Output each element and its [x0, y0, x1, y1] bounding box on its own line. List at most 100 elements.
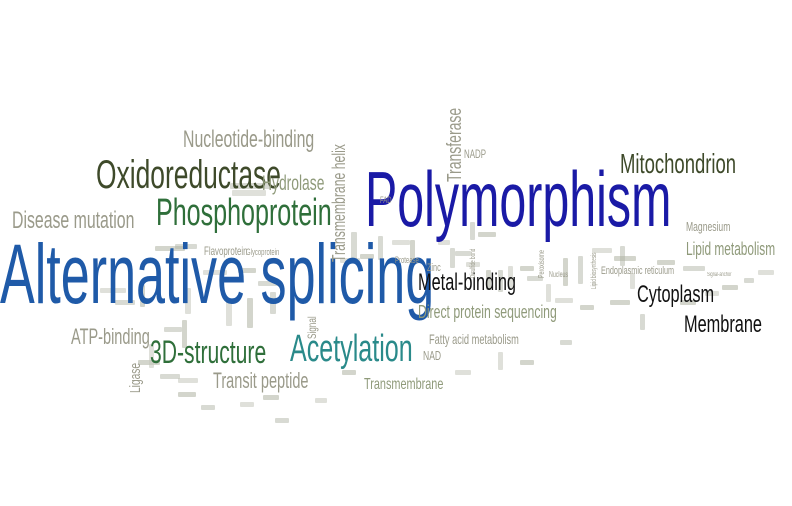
filler-speck: [455, 370, 471, 375]
filler-speck: [230, 183, 270, 189]
filler-speck: [149, 344, 154, 368]
filler-speck: [185, 288, 191, 314]
word-cytoplasm: Cytoplasm: [637, 281, 715, 308]
word-direct-protein-sequencing: Direct protein sequencing: [418, 302, 557, 322]
word-ligase: Ligase: [127, 362, 144, 393]
filler-speck: [342, 370, 356, 375]
word-lipid-metabolism: Lipid metabolism: [686, 239, 776, 259]
word-fatty-acid-metabolism: Fatty acid metabolism: [429, 331, 519, 347]
filler-speck: [680, 300, 696, 305]
word-nadp: NADP: [464, 147, 487, 161]
filler-speck: [392, 240, 410, 245]
filler-speck: [546, 284, 551, 302]
filler-speck: [263, 395, 279, 400]
word-atp-binding: ATP-binding: [71, 324, 150, 349]
filler-speck: [470, 222, 475, 240]
filler-speck: [560, 340, 572, 345]
filler-speck: [160, 374, 180, 379]
word-hydrolase: Hydrolase: [262, 172, 325, 195]
filler-speck: [378, 236, 383, 260]
filler-speck: [100, 288, 126, 293]
filler-speck: [315, 398, 327, 403]
filler-speck: [610, 300, 630, 305]
filler-speck: [232, 190, 266, 196]
word-transmembrane-helix: Transmembrane helix: [329, 144, 349, 262]
word-polymorphism: Polymorphism: [365, 155, 672, 243]
filler-speck: [360, 254, 374, 259]
filler-speck: [351, 232, 357, 262]
filler-speck: [478, 232, 496, 237]
word-membrane: Membrane: [684, 311, 763, 338]
filler-speck: [683, 266, 705, 271]
word-zinc: Zinc: [427, 262, 441, 274]
word-glycoprotein: Glycoprotein: [246, 247, 280, 257]
filler-speck: [155, 246, 185, 251]
word-oxidoreductase: Oxidoreductase: [96, 153, 281, 197]
word-signal: Signal: [305, 316, 319, 339]
filler-speck: [410, 240, 415, 264]
filler-speck: [578, 256, 583, 284]
filler-speck: [438, 240, 450, 245]
filler-speck: [640, 314, 645, 330]
word-fad: FAD: [380, 195, 392, 205]
filler-speck: [164, 327, 182, 332]
filler-speck: [527, 276, 543, 281]
word-acetylation: Acetylation: [290, 328, 413, 370]
filler-speck: [705, 291, 719, 296]
word-nucleus: Nucleus: [549, 270, 569, 279]
word-disease-mutation: Disease mutation: [12, 207, 135, 234]
filler-speck: [450, 248, 455, 268]
filler-speck: [247, 298, 253, 328]
word-alternative-splicing: Alternative splicing: [0, 227, 435, 321]
word-transferase: Transferase: [444, 107, 466, 182]
filler-speck: [744, 278, 754, 283]
filler-speck: [178, 378, 198, 383]
word-metal-binding: Metal-binding: [418, 269, 516, 296]
filler-speck: [758, 270, 774, 275]
filler-speck: [275, 418, 289, 423]
word-transmembrane: Transmembrane: [364, 376, 444, 393]
filler-speck: [455, 251, 471, 256]
filler-speck: [340, 258, 360, 263]
filler-speck: [270, 292, 276, 314]
word-magnesium: Magnesium: [686, 219, 731, 234]
word-lipid-biosynthesis: Lipid biosynthesis: [591, 252, 598, 289]
word-3d-structure: 3D-structure: [150, 334, 267, 370]
filler-speck: [520, 266, 534, 271]
filler-speck: [178, 392, 196, 397]
filler-speck: [140, 285, 145, 307]
filler-speck: [580, 305, 594, 310]
word-nucleotide-binding: Nucleotide-binding: [183, 126, 315, 153]
word-peroxisome: Peroxisome: [537, 250, 546, 278]
filler-speck: [258, 281, 282, 286]
filler-speck: [614, 256, 636, 261]
filler-speck: [203, 270, 227, 275]
word-protease: Protease: [395, 255, 419, 265]
filler-speck: [555, 298, 573, 303]
filler-speck: [240, 402, 254, 407]
filler-speck: [238, 268, 256, 273]
word-transit-peptide: Transit peptide: [213, 368, 309, 393]
filler-speck: [486, 270, 491, 290]
filler-speck: [201, 405, 215, 410]
filler-speck: [175, 244, 197, 249]
filler-speck: [466, 262, 480, 267]
filler-speck: [657, 260, 675, 265]
word-mitochondrion: Mitochondrion: [620, 148, 737, 179]
filler-speck: [182, 320, 187, 348]
word-flavoprotein: Flavoprotein: [204, 244, 248, 258]
filler-speck: [630, 273, 635, 289]
word-endoplasmic-reticulum: Endoplasmic reticulum: [601, 265, 675, 277]
filler-speck: [508, 266, 513, 288]
filler-speck: [226, 300, 232, 326]
filler-speck: [115, 300, 135, 305]
filler-speck: [592, 248, 612, 253]
filler-speck: [722, 285, 738, 290]
filler-speck: [498, 352, 503, 370]
filler-speck: [498, 270, 503, 292]
word-signal-anchor: Signal-anchor: [707, 272, 732, 278]
word-nad: NAD: [423, 348, 442, 363]
word-disulfide-bond: Disulfide bond: [470, 248, 477, 278]
filler-speck: [563, 258, 568, 286]
